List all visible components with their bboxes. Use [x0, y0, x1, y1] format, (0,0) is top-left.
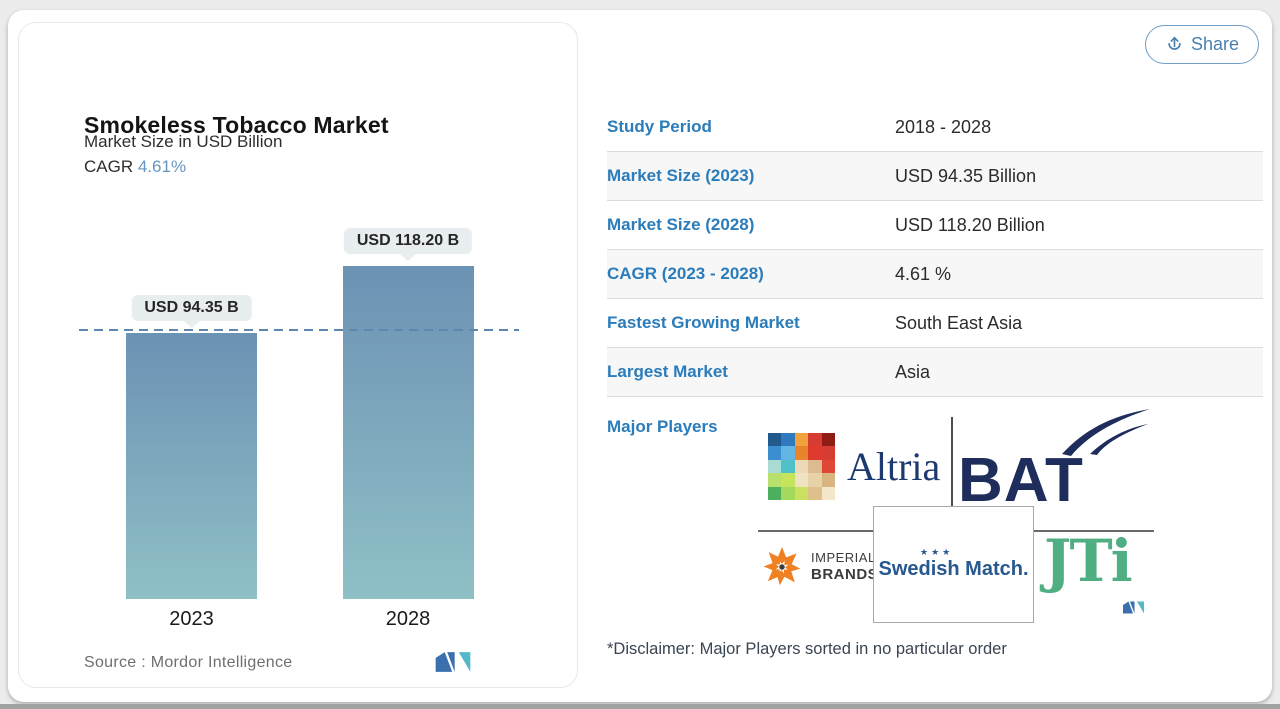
swedish-match-wordmark: Swedish Match.	[878, 558, 1029, 580]
chart-source: Source : Mordor Intelligence	[84, 654, 293, 671]
chart-subtitle: Market Size in USD Billion	[84, 132, 283, 151]
table-row-label: Fastest Growing Market	[607, 313, 800, 332]
key-facts-table: Study Period 2018 - 2028 Market Size (2023…	[607, 103, 1263, 397]
altria-logo: Altria	[768, 433, 940, 500]
imperial-brands-logo: IMPERIAL BRANDS	[761, 544, 878, 590]
bar-chart-plot: USD 94.35 B 2023 USD 118.20 B 2028	[19, 23, 577, 687]
table-row-value: USD 94.35 Billion	[895, 165, 1037, 186]
bar-2023	[126, 333, 257, 599]
table-row-value: Asia	[895, 361, 931, 382]
market-snapshot-chart-card: Smokeless Tobacco Market Market Size in …	[18, 22, 578, 688]
bar-2028	[342, 266, 474, 599]
table-row: Market Size (2023) USD 94.35 Billion	[607, 152, 1263, 201]
table-row: Study Period 2018 - 2028	[607, 103, 1263, 152]
table-row: Market Size (2028) USD 118.20 Billion	[607, 201, 1263, 250]
chart-title: Smokeless Tobacco Market	[84, 112, 389, 139]
mosaic-cell	[768, 473, 782, 487]
table-row-label: Largest Market	[607, 362, 728, 381]
mosaic-cell	[768, 459, 782, 474]
table-row: Largest Market Asia	[607, 348, 1263, 397]
major-players-label: Major Players	[607, 417, 718, 436]
mordor-intelligence-logo-icon	[435, 652, 471, 672]
bat-swoosh-icon	[1062, 409, 1150, 456]
mosaic-cell	[808, 473, 822, 487]
mosaic-cell	[821, 473, 835, 487]
logo-divider-vertical	[951, 417, 953, 508]
swedish-match-logo: ★★★ Swedish Match.	[873, 506, 1034, 623]
mosaic-cell	[808, 486, 822, 500]
cagr-value: 4.61%	[137, 157, 187, 176]
reference-dashed-line	[79, 329, 519, 331]
mosaic-cell	[794, 433, 809, 447]
mosaic-cell	[808, 446, 822, 460]
report-card: Share Smokeless Tobacco Market Market Si…	[8, 10, 1272, 702]
bat-wordmark: BAT	[958, 446, 1084, 515]
mosaic-cell	[808, 459, 822, 474]
bat-logo: BAT	[958, 450, 1084, 512]
x-axis-label: 2028	[385, 608, 431, 630]
page-bottom-strip	[0, 704, 1280, 709]
mosaic-cell	[768, 486, 782, 500]
x-axis-label: 2023	[169, 608, 214, 630]
table-row-value: 4.61 %	[895, 263, 952, 284]
table-row-label: CAGR (2023 - 2028)	[607, 264, 764, 283]
mosaic-cell	[821, 459, 835, 474]
altria-wordmark: Altria	[847, 444, 941, 489]
bar-value-label: USD 118.20 B	[343, 228, 473, 254]
mosaic-cell	[794, 473, 809, 487]
mosaic-cell	[781, 433, 795, 447]
share-button[interactable]: Share	[1145, 25, 1259, 64]
table-row: CAGR (2023 - 2028) 4.61 %	[607, 250, 1263, 299]
mi-watermark-icon	[1123, 601, 1144, 614]
jti-logo: JTi	[1044, 527, 1133, 595]
chart-cagr-line: CAGR 4.61%	[84, 157, 186, 177]
bar-value-label: USD 94.35 B	[131, 295, 252, 321]
major-players-disclaimer: *Disclaimer: Major Players sorted in no …	[607, 640, 1007, 658]
mosaic-cell	[794, 459, 809, 474]
table-row-value: USD 118.20 Billion	[895, 214, 1045, 235]
table-row-label: Study Period	[607, 117, 712, 136]
swedish-match-stars-icon: ★★★	[920, 547, 954, 557]
mosaic-cell	[781, 473, 795, 487]
mosaic-cell	[768, 446, 782, 460]
table-row-label: Market Size (2028)	[607, 215, 755, 234]
share-button-label: Share	[1190, 34, 1240, 54]
table-row-value: 2018 - 2028	[895, 116, 992, 137]
share-icon	[1168, 36, 1181, 50]
mosaic-cell	[821, 486, 835, 500]
mosaic-cell	[821, 446, 835, 460]
mosaic-cell	[794, 486, 809, 500]
table-row: Fastest Growing Market South East Asia	[607, 299, 1263, 348]
mosaic-cell	[781, 446, 795, 460]
mosaic-cell	[794, 446, 809, 460]
imperial-starburst-icon	[763, 547, 801, 586]
mosaic-cell	[768, 433, 782, 447]
table-row-label: Market Size (2023)	[607, 166, 755, 185]
mosaic-cell	[821, 433, 835, 447]
mosaic-cell	[781, 459, 795, 474]
cagr-label: CAGR	[84, 157, 134, 176]
table-row-value: South East Asia	[895, 312, 1023, 333]
altria-mosaic-icon	[768, 433, 835, 500]
imperial-brands-wordmark: IMPERIAL BRANDS	[811, 549, 879, 583]
mosaic-cell	[781, 486, 795, 500]
mosaic-cell	[808, 433, 822, 447]
